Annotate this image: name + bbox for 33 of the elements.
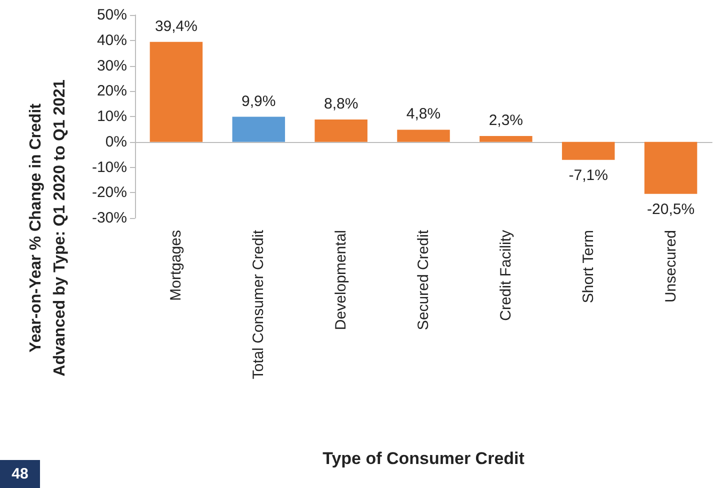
data-label: 2,3% (488, 112, 524, 130)
x-tick-label: Short Term (580, 230, 597, 304)
x-tick-label: Unsecured (662, 230, 680, 303)
y-tick-label: 50% (96, 6, 127, 24)
x-tick-label: Total Consumer Credit (250, 229, 268, 380)
data-label: -7,1% (568, 166, 608, 184)
bar (150, 42, 203, 142)
bar (232, 116, 286, 142)
y-tick-label: 40% (96, 32, 127, 49)
data-label: 8,8% (324, 96, 358, 113)
bar (397, 130, 450, 142)
bar (480, 136, 532, 142)
data-label: 9,9% (242, 92, 276, 110)
data-label: -20,5% (647, 200, 695, 218)
y-tick-label: -20% (92, 184, 127, 202)
y-axis-title: Year-on-Year % Change in Credit Advanced by Type: Q1 2020 to Q1 2021 (28, 80, 68, 376)
text: 48 (12, 466, 28, 482)
bar (562, 142, 615, 160)
data-label: 39,4% (154, 18, 198, 35)
y-tick-label: -30% (92, 210, 127, 226)
x-tick-label: Mortgages (168, 230, 185, 301)
y-tick-label: 0% (105, 133, 127, 150)
bar (644, 142, 698, 194)
data-label: 4,8% (406, 106, 441, 123)
x-axis-title: Type of Consumer Credit (322, 449, 525, 468)
y-tick-label: 20% (96, 82, 127, 100)
x-tick-label: Secured Credit (415, 229, 432, 330)
y-tick-label: 10% (96, 108, 127, 125)
x-tick-label: Credit Facility (497, 230, 514, 321)
bar (314, 120, 368, 142)
y-tick-label: -10% (92, 158, 127, 176)
y-tick-label: 30% (96, 57, 127, 74)
x-tick-label: Developmental (332, 230, 350, 330)
